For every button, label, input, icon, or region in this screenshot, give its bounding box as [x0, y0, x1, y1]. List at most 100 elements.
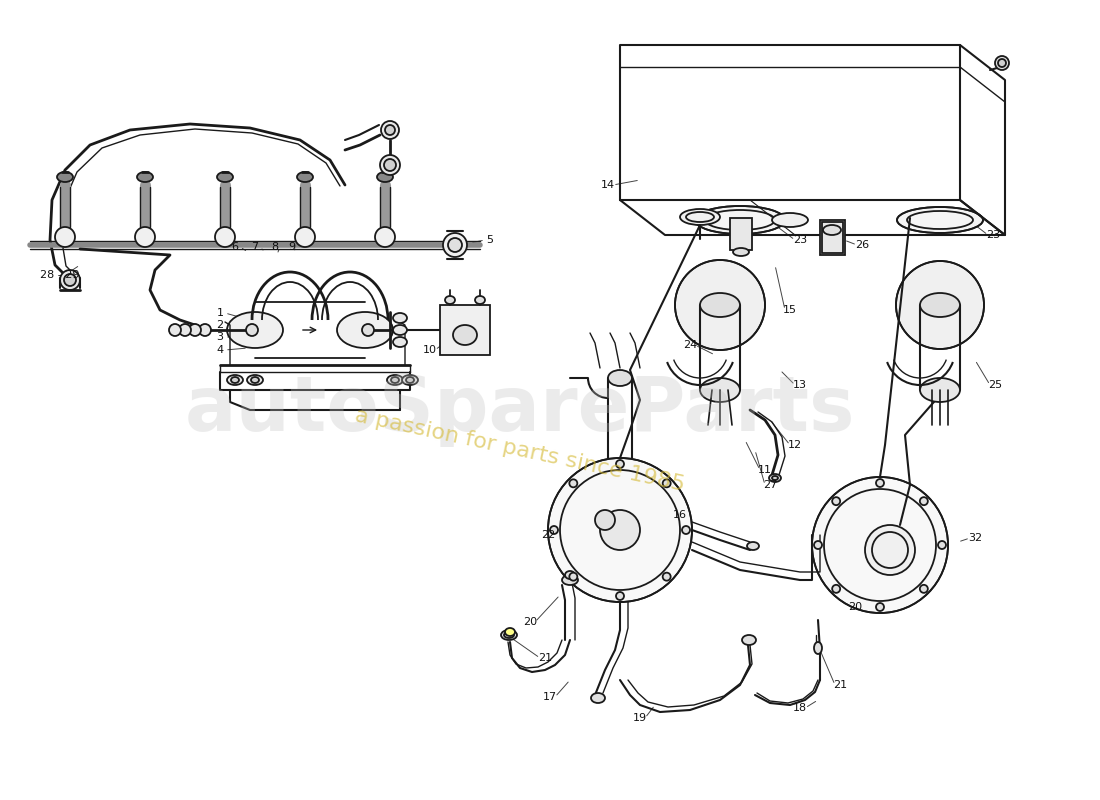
- Ellipse shape: [680, 209, 720, 225]
- Ellipse shape: [500, 630, 517, 640]
- Ellipse shape: [772, 476, 778, 480]
- Circle shape: [876, 479, 884, 487]
- Bar: [822, 222, 843, 253]
- Text: 28 - 29: 28 - 29: [41, 270, 79, 280]
- Ellipse shape: [246, 324, 258, 336]
- Ellipse shape: [375, 227, 395, 247]
- Circle shape: [384, 159, 396, 171]
- Ellipse shape: [896, 207, 983, 233]
- Ellipse shape: [393, 325, 407, 335]
- Circle shape: [64, 274, 76, 286]
- Ellipse shape: [393, 313, 407, 323]
- Text: 6: 6: [231, 242, 239, 252]
- Ellipse shape: [675, 260, 764, 350]
- Text: 3: 3: [217, 332, 223, 342]
- Ellipse shape: [700, 378, 740, 402]
- Ellipse shape: [814, 642, 822, 654]
- Text: 4: 4: [217, 345, 223, 355]
- Ellipse shape: [179, 324, 191, 336]
- Ellipse shape: [227, 375, 243, 385]
- Text: autoSpareParts: autoSpareParts: [185, 373, 856, 447]
- Circle shape: [662, 573, 671, 581]
- Ellipse shape: [700, 293, 740, 317]
- Circle shape: [662, 479, 671, 487]
- Ellipse shape: [742, 635, 756, 645]
- Ellipse shape: [595, 510, 615, 530]
- Bar: [820, 220, 845, 255]
- Ellipse shape: [772, 213, 808, 227]
- Ellipse shape: [393, 337, 407, 347]
- Text: 7: 7: [252, 242, 258, 252]
- Ellipse shape: [548, 458, 692, 602]
- Text: 15: 15: [783, 305, 798, 315]
- Circle shape: [379, 155, 400, 175]
- Text: 16: 16: [673, 510, 688, 520]
- Ellipse shape: [747, 542, 759, 550]
- Text: 2: 2: [217, 320, 223, 330]
- Circle shape: [570, 573, 578, 581]
- Bar: [440, 305, 490, 355]
- Circle shape: [938, 541, 946, 549]
- Ellipse shape: [504, 632, 514, 638]
- Ellipse shape: [297, 172, 313, 182]
- Text: 20: 20: [848, 602, 862, 612]
- Ellipse shape: [57, 172, 73, 182]
- Circle shape: [814, 541, 822, 549]
- Ellipse shape: [214, 227, 235, 247]
- Circle shape: [570, 479, 578, 487]
- Circle shape: [550, 526, 558, 534]
- Circle shape: [682, 526, 690, 534]
- Ellipse shape: [600, 510, 640, 550]
- Ellipse shape: [390, 377, 399, 383]
- Text: 18: 18: [793, 703, 807, 713]
- Ellipse shape: [812, 477, 948, 613]
- Circle shape: [60, 270, 80, 290]
- Circle shape: [920, 585, 927, 593]
- Circle shape: [833, 585, 840, 593]
- Text: 10: 10: [424, 345, 437, 355]
- Ellipse shape: [920, 293, 960, 317]
- Text: 23: 23: [986, 230, 1000, 240]
- Circle shape: [920, 497, 927, 505]
- Text: 26: 26: [855, 240, 869, 250]
- Text: 5: 5: [486, 235, 494, 245]
- Ellipse shape: [377, 172, 393, 182]
- Text: 19: 19: [632, 713, 647, 723]
- Ellipse shape: [475, 296, 485, 304]
- Text: 21: 21: [833, 680, 847, 690]
- Text: 12: 12: [788, 440, 802, 450]
- Ellipse shape: [695, 206, 785, 234]
- Ellipse shape: [135, 227, 155, 247]
- Circle shape: [616, 592, 624, 600]
- Text: 9: 9: [288, 242, 296, 252]
- Bar: [730, 218, 752, 250]
- Text: 1: 1: [217, 308, 223, 318]
- Ellipse shape: [337, 312, 393, 348]
- Ellipse shape: [169, 324, 182, 336]
- Text: 8: 8: [272, 242, 278, 252]
- Circle shape: [833, 497, 840, 505]
- Ellipse shape: [406, 377, 414, 383]
- Text: 24: 24: [683, 340, 697, 350]
- Ellipse shape: [453, 325, 477, 345]
- Ellipse shape: [362, 324, 374, 336]
- Ellipse shape: [199, 324, 211, 336]
- Text: a passion for parts since 1985: a passion for parts since 1985: [353, 405, 686, 495]
- Ellipse shape: [865, 525, 915, 575]
- Ellipse shape: [823, 225, 842, 235]
- Ellipse shape: [55, 227, 75, 247]
- Text: 11: 11: [758, 465, 772, 475]
- Text: 23: 23: [793, 235, 807, 245]
- Ellipse shape: [295, 227, 315, 247]
- Text: 13: 13: [793, 380, 807, 390]
- Text: 32: 32: [968, 533, 982, 543]
- Ellipse shape: [402, 375, 418, 385]
- Ellipse shape: [608, 370, 632, 386]
- Circle shape: [996, 56, 1009, 70]
- Ellipse shape: [251, 377, 258, 383]
- Ellipse shape: [248, 375, 263, 385]
- Text: 20: 20: [522, 617, 537, 627]
- Ellipse shape: [446, 296, 455, 304]
- Circle shape: [381, 121, 399, 139]
- Ellipse shape: [562, 575, 578, 585]
